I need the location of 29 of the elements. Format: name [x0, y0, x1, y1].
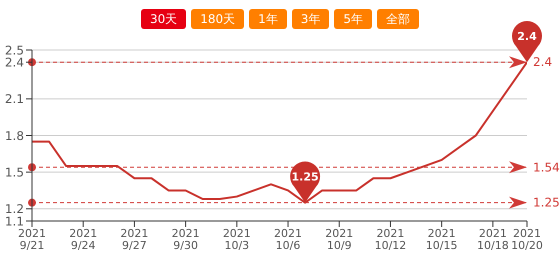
x-tick-label: 2021 9/30 [172, 227, 200, 252]
x-tick-label: 2021 10/20 [511, 227, 543, 252]
x-tick-label: 2021 10/15 [426, 227, 458, 252]
annotation: 2.4 [517, 30, 538, 44]
y-tick-label: 2.5 [4, 43, 24, 58]
text: 5年 [334, 9, 372, 29]
y-tick-label: 1.2 [4, 202, 24, 216]
y-tick-label: 1.8 [4, 128, 24, 143]
text: 3年 [292, 9, 330, 29]
x-tick-label: 2021 9/24 [69, 227, 98, 252]
x-tick-label: 2021 9/21 [18, 227, 46, 252]
text: 180天 [191, 9, 244, 29]
x-tick-label: 2021 10/6 [274, 227, 302, 252]
x-tick-label: 2021 10/9 [325, 227, 354, 252]
text: 1年 [249, 9, 287, 29]
ref-line-label: 2.4 [533, 55, 552, 70]
x-tick-label: 2021 9/27 [120, 227, 148, 252]
x-tick-label: 2021 10/18 [477, 227, 509, 252]
y-tick-label: 2.1 [4, 92, 24, 106]
y-tick-label: 1.5 [4, 165, 24, 180]
y-tick-label: 2.4 [4, 55, 24, 70]
x-tick-label: 2021 10/3 [222, 227, 251, 252]
ref-line-label: 1.54 [533, 160, 560, 174]
annotation: 1.25 [292, 170, 319, 184]
text: 全部 [377, 9, 420, 29]
x-tick-label: 2021 10/12 [374, 227, 406, 252]
text: 30天 [140, 9, 186, 29]
y-tick-label: 1.1 [4, 214, 24, 228]
ref-line-label: 1.25 [533, 196, 560, 210]
